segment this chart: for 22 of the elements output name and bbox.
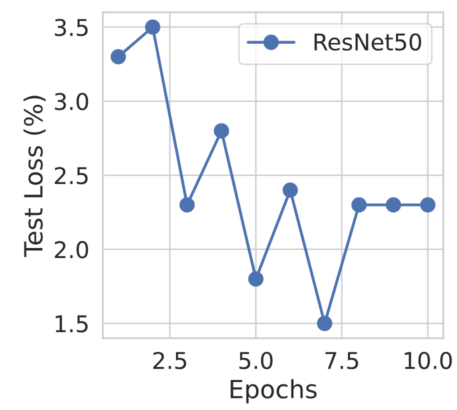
y-tick-label: 1.5 [56,315,88,332]
point [420,197,436,213]
point [145,19,160,35]
x-tick-label: 2.5 [153,352,186,370]
point [179,197,195,213]
legend-label: ResNet50 [314,33,422,51]
x-tick-label: 10.0 [404,352,452,370]
point [110,49,126,64]
point [248,271,264,287]
x-tick-label: 5.0 [239,352,273,370]
point [282,182,298,198]
y-tick-label: 3.5 [54,18,88,36]
point [317,316,332,332]
y-axis-title: Test Loss (%) [23,96,46,257]
x-axis-title: Epochs [230,379,317,404]
point [351,197,367,213]
point [386,197,402,213]
y-tick-label: 3.0 [54,92,88,110]
x-tick-label: 7.5 [325,352,358,370]
y-tick-label: 2.0 [54,241,88,258]
point [214,123,230,138]
y-tick-label: 2.5 [54,166,88,184]
